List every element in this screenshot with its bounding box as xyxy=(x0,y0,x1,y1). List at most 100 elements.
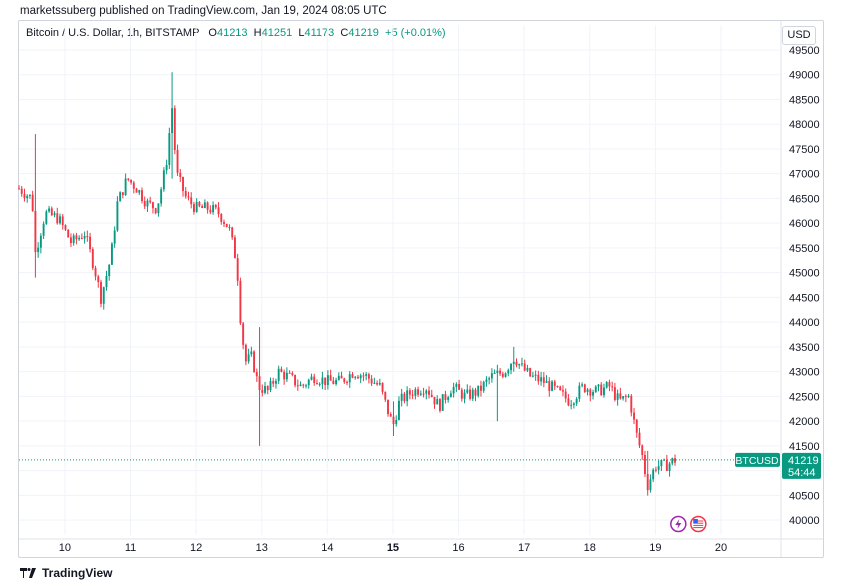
candle-body xyxy=(638,432,641,446)
candle-body xyxy=(397,400,400,420)
candle-body xyxy=(376,382,379,385)
candle-body xyxy=(274,380,277,384)
candle-body xyxy=(321,377,324,384)
candle-body xyxy=(299,384,302,387)
candle-body xyxy=(313,376,316,384)
candle-body xyxy=(367,374,370,379)
candle-body xyxy=(162,170,165,190)
tradingview-logo-icon xyxy=(20,568,36,578)
lightning-glyph xyxy=(675,519,682,529)
y-tick-label: 43000 xyxy=(789,367,820,379)
candle-body xyxy=(452,386,455,394)
candle-body xyxy=(348,374,351,383)
candle-body xyxy=(48,208,51,212)
candle-body xyxy=(130,179,133,183)
candle-body xyxy=(477,385,480,396)
candle-body xyxy=(225,223,228,228)
candle-body xyxy=(346,381,348,383)
candle-body xyxy=(324,377,327,386)
candle-body xyxy=(116,201,119,231)
candle-body xyxy=(18,188,20,190)
symbol-legend: Bitcoin / U.S. Dollar, 1h, BITSTAMP O412… xyxy=(26,27,446,39)
candle-body xyxy=(641,445,644,455)
candle-body xyxy=(436,399,439,405)
candle-body xyxy=(105,275,108,288)
candle-body xyxy=(419,393,422,395)
candle-body xyxy=(343,378,346,382)
candle-body xyxy=(80,237,83,239)
y-tick-label: 41500 xyxy=(789,441,820,453)
candle-body xyxy=(411,394,414,396)
candle-body xyxy=(206,202,209,210)
candle-body xyxy=(209,209,212,213)
candle-body xyxy=(657,466,660,470)
price-tag-countdown: 54:44 xyxy=(788,467,816,479)
candle-body xyxy=(449,393,452,398)
low-value: 41173 xyxy=(304,27,335,39)
candle-body xyxy=(542,377,545,383)
candle-body xyxy=(389,414,392,417)
candle-body xyxy=(665,459,668,471)
candle-body xyxy=(280,368,283,372)
candle-body xyxy=(534,374,537,376)
candle-body xyxy=(529,368,532,377)
candle-body xyxy=(26,195,29,199)
us-flag-event-icon[interactable] xyxy=(690,515,707,533)
candle-body xyxy=(318,383,321,385)
candle-body xyxy=(110,243,113,265)
candle-body xyxy=(141,190,143,201)
candle-body xyxy=(537,374,540,382)
candle-body xyxy=(37,247,40,253)
y-tick-label: 46500 xyxy=(789,193,820,205)
candle-body xyxy=(272,381,275,384)
candle-body xyxy=(160,189,163,204)
candle-body xyxy=(335,379,338,385)
candle-body xyxy=(67,229,70,238)
candle-body xyxy=(72,235,75,244)
candle-body xyxy=(253,351,256,373)
candle-body xyxy=(652,469,655,480)
currency-button[interactable]: USD xyxy=(782,26,816,45)
candle-body xyxy=(212,205,215,213)
candle-body xyxy=(570,404,573,406)
candle-body xyxy=(138,190,141,193)
candle-body xyxy=(165,164,168,171)
candle-body xyxy=(378,382,381,385)
price-tag-bg xyxy=(782,452,821,479)
candle-body xyxy=(359,375,362,379)
candle-body xyxy=(469,389,471,399)
candle-body xyxy=(627,395,630,398)
candle-body xyxy=(365,374,368,376)
candle-body xyxy=(392,416,395,425)
y-tick-label: 44000 xyxy=(789,317,820,329)
candle-body xyxy=(61,216,64,226)
publish-caption: marketssuberg published on TradingView.c… xyxy=(20,5,387,17)
candle-body xyxy=(556,386,559,388)
y-tick-label: 40000 xyxy=(789,515,820,527)
candle-body xyxy=(233,237,236,259)
candle-body xyxy=(589,389,592,396)
candle-body xyxy=(307,379,310,386)
candle-body xyxy=(624,396,627,398)
ticker-tag-bg xyxy=(735,452,780,467)
candle-body xyxy=(471,389,474,399)
footer-brand-text: TradingView xyxy=(42,566,113,580)
candle-body xyxy=(370,378,373,384)
candle-body xyxy=(406,390,409,402)
candle-body xyxy=(488,378,491,380)
candles-group xyxy=(18,72,676,496)
candle-body xyxy=(654,469,657,471)
candle-body xyxy=(635,419,638,433)
candle-body xyxy=(422,393,425,395)
candle-body xyxy=(408,390,411,395)
candle-body xyxy=(562,390,564,392)
candle-body xyxy=(223,221,225,224)
candle-body xyxy=(466,389,469,393)
candle-body xyxy=(671,458,674,464)
high-label: H xyxy=(253,27,262,39)
candle-body xyxy=(168,133,171,165)
candle-body xyxy=(50,208,53,216)
candle-body xyxy=(296,385,299,387)
candle-body xyxy=(56,213,59,224)
